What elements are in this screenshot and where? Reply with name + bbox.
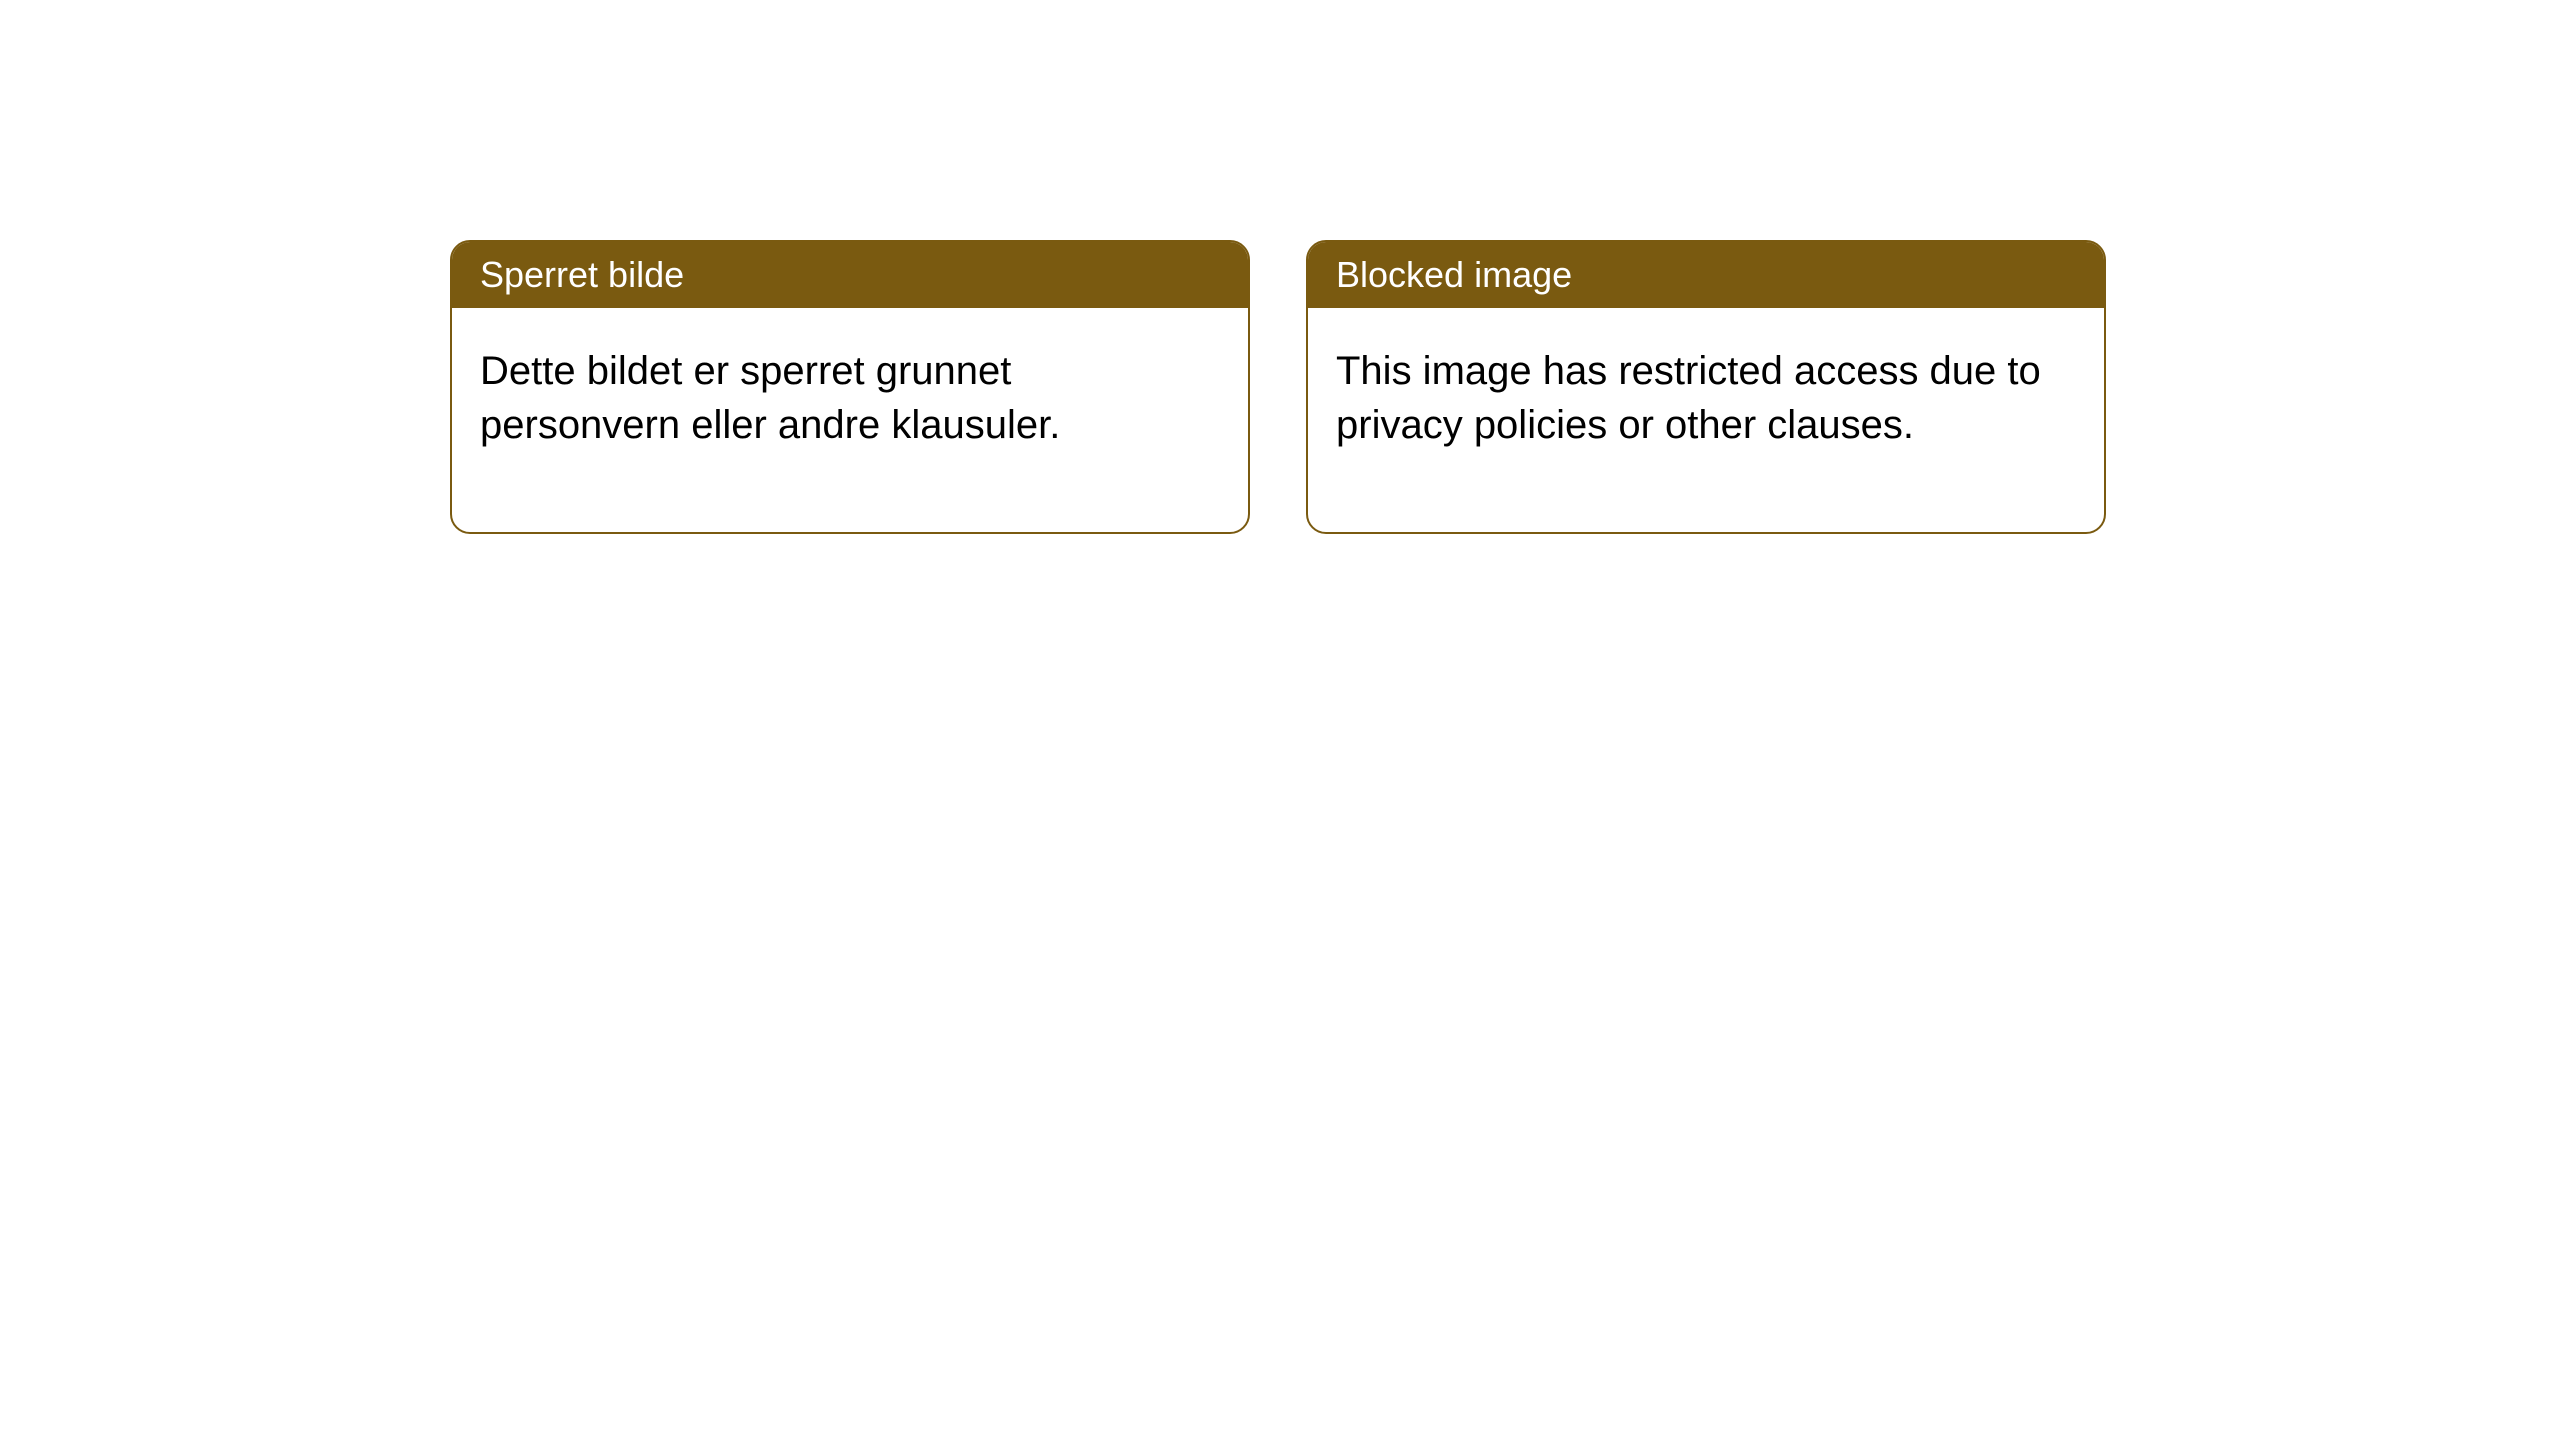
card-header: Sperret bilde	[452, 242, 1248, 308]
card-body-text: Dette bildet er sperret grunnet personve…	[480, 349, 1060, 447]
notice-card-english: Blocked image This image has restricted …	[1306, 240, 2106, 534]
card-body-text: This image has restricted access due to …	[1336, 349, 2041, 447]
card-body: Dette bildet er sperret grunnet personve…	[452, 308, 1248, 532]
notice-container: Sperret bilde Dette bildet er sperret gr…	[0, 0, 2560, 534]
card-body: This image has restricted access due to …	[1308, 308, 2104, 532]
card-title: Blocked image	[1336, 254, 1572, 295]
notice-card-norwegian: Sperret bilde Dette bildet er sperret gr…	[450, 240, 1250, 534]
card-header: Blocked image	[1308, 242, 2104, 308]
card-title: Sperret bilde	[480, 254, 684, 295]
